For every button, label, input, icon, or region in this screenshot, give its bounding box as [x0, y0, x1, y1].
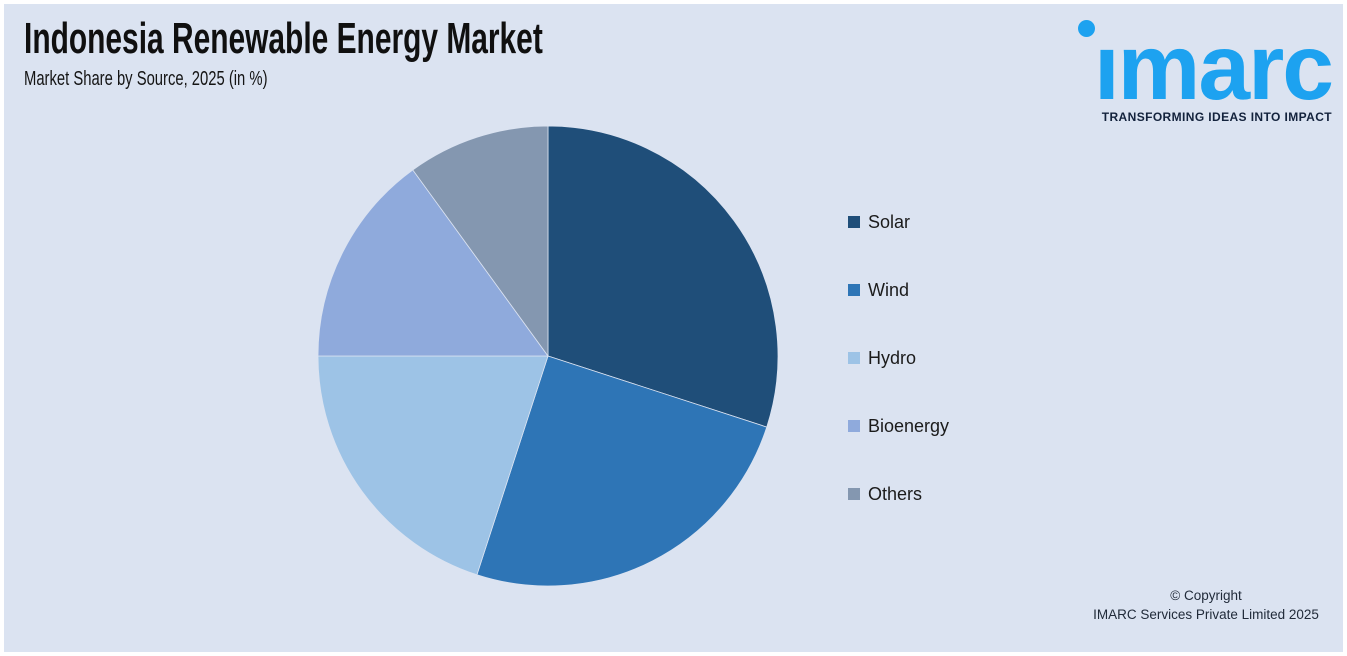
pie-slice-wind: [476, 355, 768, 587]
legend-item-wind: Wind: [848, 278, 949, 302]
legend-swatch-icon: [848, 216, 860, 228]
legend-item-others: Others: [848, 482, 949, 506]
copyright-line1: © Copyright: [1170, 588, 1242, 603]
legend-swatch-icon: [848, 352, 860, 364]
legend-item-solar: Solar: [848, 210, 949, 234]
legend-item-hydro: Hydro: [848, 346, 949, 370]
page-title-text: Indonesia Renewable Energy Market: [24, 14, 543, 63]
legend-label: Others: [868, 484, 923, 504]
page-title: Indonesia Renewable Energy Market: [24, 17, 787, 61]
legend-label: Wind: [868, 280, 910, 300]
legend-label: Solar: [868, 212, 911, 232]
pie-slice-others: [412, 125, 549, 358]
pie-slice-bioenergy: [317, 169, 549, 357]
legend-swatch-icon: [848, 420, 860, 432]
logo-dot-icon: [1078, 20, 1095, 37]
page-subtitle: Market Share by Source, 2025 (in %): [24, 68, 353, 90]
copyright-note: © Copyright IMARC Services Private Limit…: [1056, 586, 1347, 624]
imarc-logo: ımarc TRANSFORMING IDEAS INTO IMPACT: [1074, 12, 1334, 140]
page-subtitle-text: Market Share by Source, 2025 (in %): [24, 68, 268, 90]
legend-label: Bioenergy: [868, 416, 950, 436]
legend-label: Hydro: [868, 348, 917, 368]
infographic-canvas: Indonesia Renewable Energy Market Market…: [4, 4, 1343, 652]
legend: Solar Wind Hydro Bioenergy Others: [848, 210, 949, 506]
imarc-wordmark: ımarc: [1093, 15, 1334, 119]
legend-item-bioenergy: Bioenergy: [848, 414, 949, 438]
copyright-line2: IMARC Services Private Limited 2025: [1093, 607, 1319, 622]
pie-slice-hydro: [317, 355, 549, 576]
imarc-tagline: TRANSFORMING IDEAS INTO IMPACT: [1101, 110, 1332, 124]
legend-swatch-icon: [848, 488, 860, 500]
legend-swatch-icon: [848, 284, 860, 296]
pie-slice-solar: [547, 125, 779, 428]
pie-chart: [317, 125, 779, 587]
